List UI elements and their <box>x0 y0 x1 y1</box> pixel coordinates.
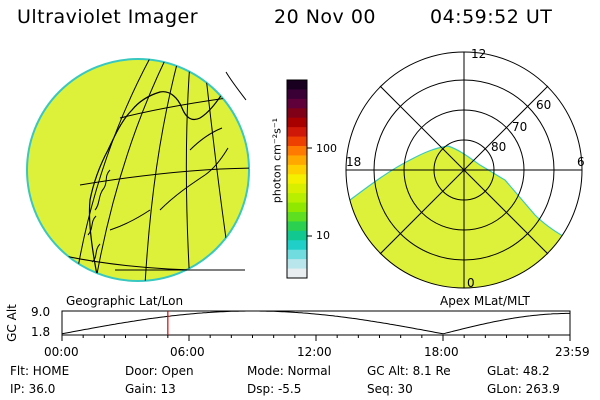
colorbar-segment <box>287 230 307 241</box>
alt-xtick-2: 12:00 <box>297 345 332 359</box>
alt-xtick-3: 18:00 <box>424 345 459 359</box>
mlat-80-label: 80 <box>491 140 507 154</box>
colorbar-segment <box>287 89 307 100</box>
colorbar-segment <box>287 136 307 147</box>
colorbar-segment <box>287 146 307 156</box>
time-label: 04:59:52 UT <box>430 6 553 28</box>
mlt-12-label: 12 <box>471 47 487 61</box>
colorbar-segment <box>287 221 307 232</box>
alt-xtick-1: 06:00 <box>170 345 205 359</box>
alt-ytick-max: 9.0 <box>31 305 51 319</box>
status-glat: GLat: 48.2 <box>487 364 550 378</box>
alt-ytick-min: 1.8 <box>31 325 51 339</box>
colorbar <box>286 79 312 279</box>
colorbar-segment <box>287 183 307 194</box>
mlat-60-label: 60 <box>536 98 552 112</box>
polar-map <box>345 51 583 289</box>
status-gc-alt: GC Alt: 8.1 Re <box>367 364 451 378</box>
mlat-70-label: 70 <box>512 120 528 134</box>
colorbar-segment <box>287 212 307 222</box>
altitude-plot <box>61 310 571 341</box>
status-door: Door: Open <box>125 364 194 378</box>
colorbar-tick-100: 100 <box>316 142 337 155</box>
status-glon: GLon: 263.9 <box>487 382 560 396</box>
colorbar-segment <box>287 174 307 185</box>
altitude-ticks <box>61 335 571 341</box>
status-mode: Mode: Normal <box>247 364 331 378</box>
alt-xtick-4: 23:59 <box>555 345 590 359</box>
polar-map-label: Apex MLat/MLT <box>440 294 530 308</box>
colorbar-segment <box>287 117 307 128</box>
mlt-18-label: 18 <box>346 155 362 169</box>
status-flt: Flt: HOME <box>10 364 70 378</box>
colorbar-segment <box>287 98 307 109</box>
colorbar-segment <box>287 108 307 119</box>
mlt-6-label: 6 <box>577 155 585 169</box>
status-ip: IP: 36.0 <box>10 382 56 396</box>
meridian-line <box>94 59 171 281</box>
date-label: 20 Nov 00 <box>274 6 377 28</box>
colorbar-segment <box>287 249 307 260</box>
colorbar-segment <box>287 127 307 138</box>
colorbar-frame <box>286 79 308 279</box>
colorbar-segment <box>287 240 307 251</box>
colorbar-segment <box>287 259 307 270</box>
colorbar-segment <box>287 155 307 166</box>
colorbar-segment <box>287 193 307 204</box>
colorbar-segment <box>287 202 307 213</box>
auroral-region <box>346 145 582 288</box>
colorbar-unit: photon cm⁻²s⁻¹ <box>270 117 284 204</box>
status-seq: Seq: 30 <box>367 382 413 396</box>
status-dsp: Dsp: -5.5 <box>247 382 302 396</box>
mlt-0-label: 0 <box>467 276 475 290</box>
altitude-curve <box>61 310 570 335</box>
colorbar-segment <box>287 80 307 90</box>
alt-xtick-0: 00:00 <box>44 345 79 359</box>
geo-map-label: Geographic Lat/Lon <box>66 294 184 308</box>
colorbar-tick-10: 10 <box>316 229 330 242</box>
geo-map-disk <box>26 58 250 282</box>
status-gain: Gain: 13 <box>125 382 176 396</box>
alt-ylabel: GC Alt <box>5 304 19 342</box>
instrument-title: Ultraviolet Imager <box>17 6 199 28</box>
colorbar-segment <box>287 164 307 175</box>
colorbar-segment <box>287 268 307 279</box>
